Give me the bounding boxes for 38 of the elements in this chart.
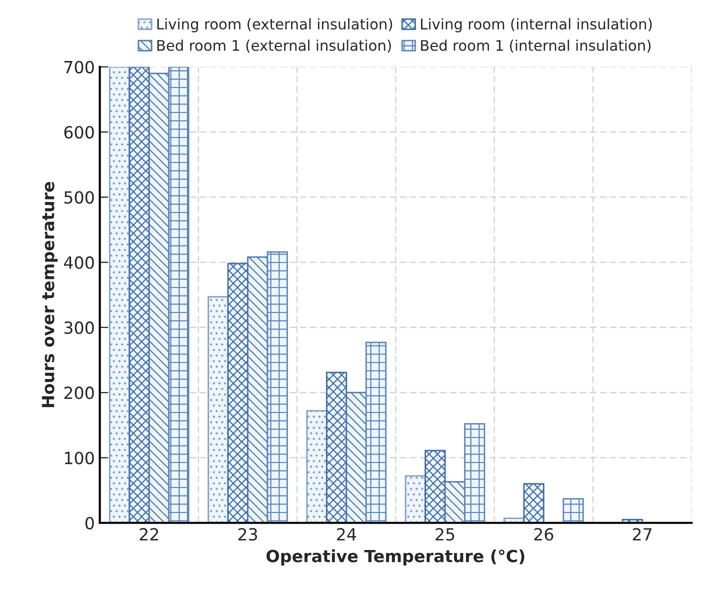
bar: [326, 372, 348, 523]
bar: [404, 475, 426, 523]
y-tick-label: 400: [64, 256, 94, 269]
bar: [148, 72, 170, 523]
bar: [464, 423, 486, 523]
x-tick-label: 22: [140, 528, 158, 540]
bar: [108, 66, 130, 523]
x-tick-label: 24: [337, 528, 356, 540]
bar: [227, 262, 248, 523]
bar: [208, 296, 229, 523]
bar: [444, 481, 466, 523]
bar: [247, 256, 268, 523]
y-tick-label: 500: [64, 191, 94, 204]
x-axis-title: Operative Temperature (°C): [266, 549, 524, 566]
y-tick-label: 700: [64, 60, 94, 74]
x-tick-label: 25: [436, 528, 454, 541]
bar: [365, 342, 387, 523]
legend-label: Bed room 1 (internal insulation): [421, 40, 651, 53]
x-tick-label: 23: [238, 528, 258, 541]
bar: [128, 66, 150, 523]
y-tick-label: 300: [64, 321, 94, 334]
legend-label: Living room (internal insulation): [421, 18, 652, 32]
x-tick-label: 27: [632, 528, 652, 540]
legend-label: Living room (external insulation): [157, 18, 392, 32]
x-tick-label: 26: [534, 528, 554, 541]
y-tick-label: 200: [64, 386, 94, 400]
y-tick-label: 100: [64, 452, 94, 464]
bar: [424, 450, 446, 523]
y-tick-label: 600: [64, 126, 94, 139]
bar: [168, 66, 190, 523]
bar: [523, 483, 544, 523]
bar: [306, 410, 328, 523]
bar: [266, 251, 288, 523]
legend-label: Bed room 1 (external insulation): [157, 40, 391, 53]
y-tick-label: 0: [85, 516, 94, 530]
y-axis-title: Hours over temperature: [42, 182, 58, 408]
bar: [346, 392, 367, 523]
bar: [562, 498, 584, 523]
